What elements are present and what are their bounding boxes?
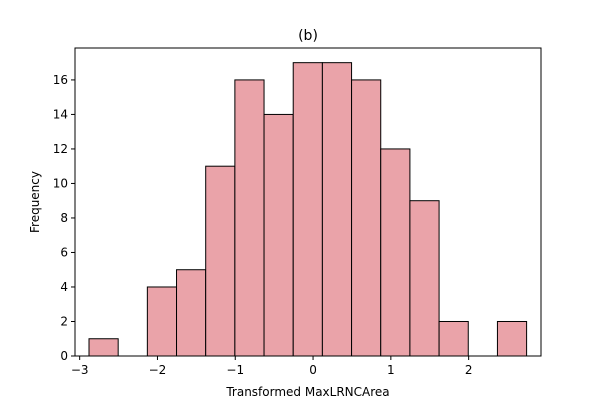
- histogram-bar: [176, 269, 207, 357]
- chart-title: (b): [298, 28, 318, 44]
- y-tick-label: 10: [53, 176, 68, 190]
- histogram-bar: [496, 320, 528, 357]
- histogram-bar: [205, 165, 236, 357]
- y-axis-ticks: 0 2 4 6 8 10 12 14 16: [53, 73, 75, 363]
- axes-frame: [74, 47, 542, 357]
- x-tick-label: −1: [226, 363, 244, 377]
- histogram-bar: [409, 200, 440, 357]
- y-tick-label: 12: [53, 142, 68, 156]
- y-tick-label: 8: [60, 211, 68, 225]
- histogram-bar: [438, 320, 469, 357]
- x-tick-label: −2: [149, 363, 167, 377]
- histogram-bar: [146, 286, 178, 357]
- y-tick-label: 0: [60, 349, 68, 363]
- x-tick-label: 1: [387, 363, 395, 377]
- histogram-bar: [234, 79, 265, 357]
- histogram-bar: [321, 62, 353, 357]
- y-tick-label: 6: [60, 245, 68, 259]
- bars-group: [88, 62, 528, 357]
- y-tick-label: 2: [60, 314, 68, 328]
- y-tick-label: 4: [60, 280, 68, 294]
- x-axis-ticks: −3 −2 −1 0 1 2: [71, 356, 473, 377]
- histogram-bar: [351, 79, 382, 357]
- histogram-bar: [88, 338, 119, 357]
- histogram-bar: [292, 62, 323, 357]
- histogram-bar: [380, 148, 411, 357]
- x-tick-label: −3: [71, 363, 89, 377]
- x-tick-label: 2: [465, 363, 473, 377]
- x-tick-label: 0: [309, 363, 317, 377]
- histogram-bar: [263, 113, 294, 357]
- y-axis-label: Frequency: [28, 171, 42, 233]
- x-axis-label: Transformed MaxLRNCArea: [225, 385, 389, 399]
- y-tick-label: 14: [53, 107, 68, 121]
- y-tick-label: 16: [53, 73, 68, 87]
